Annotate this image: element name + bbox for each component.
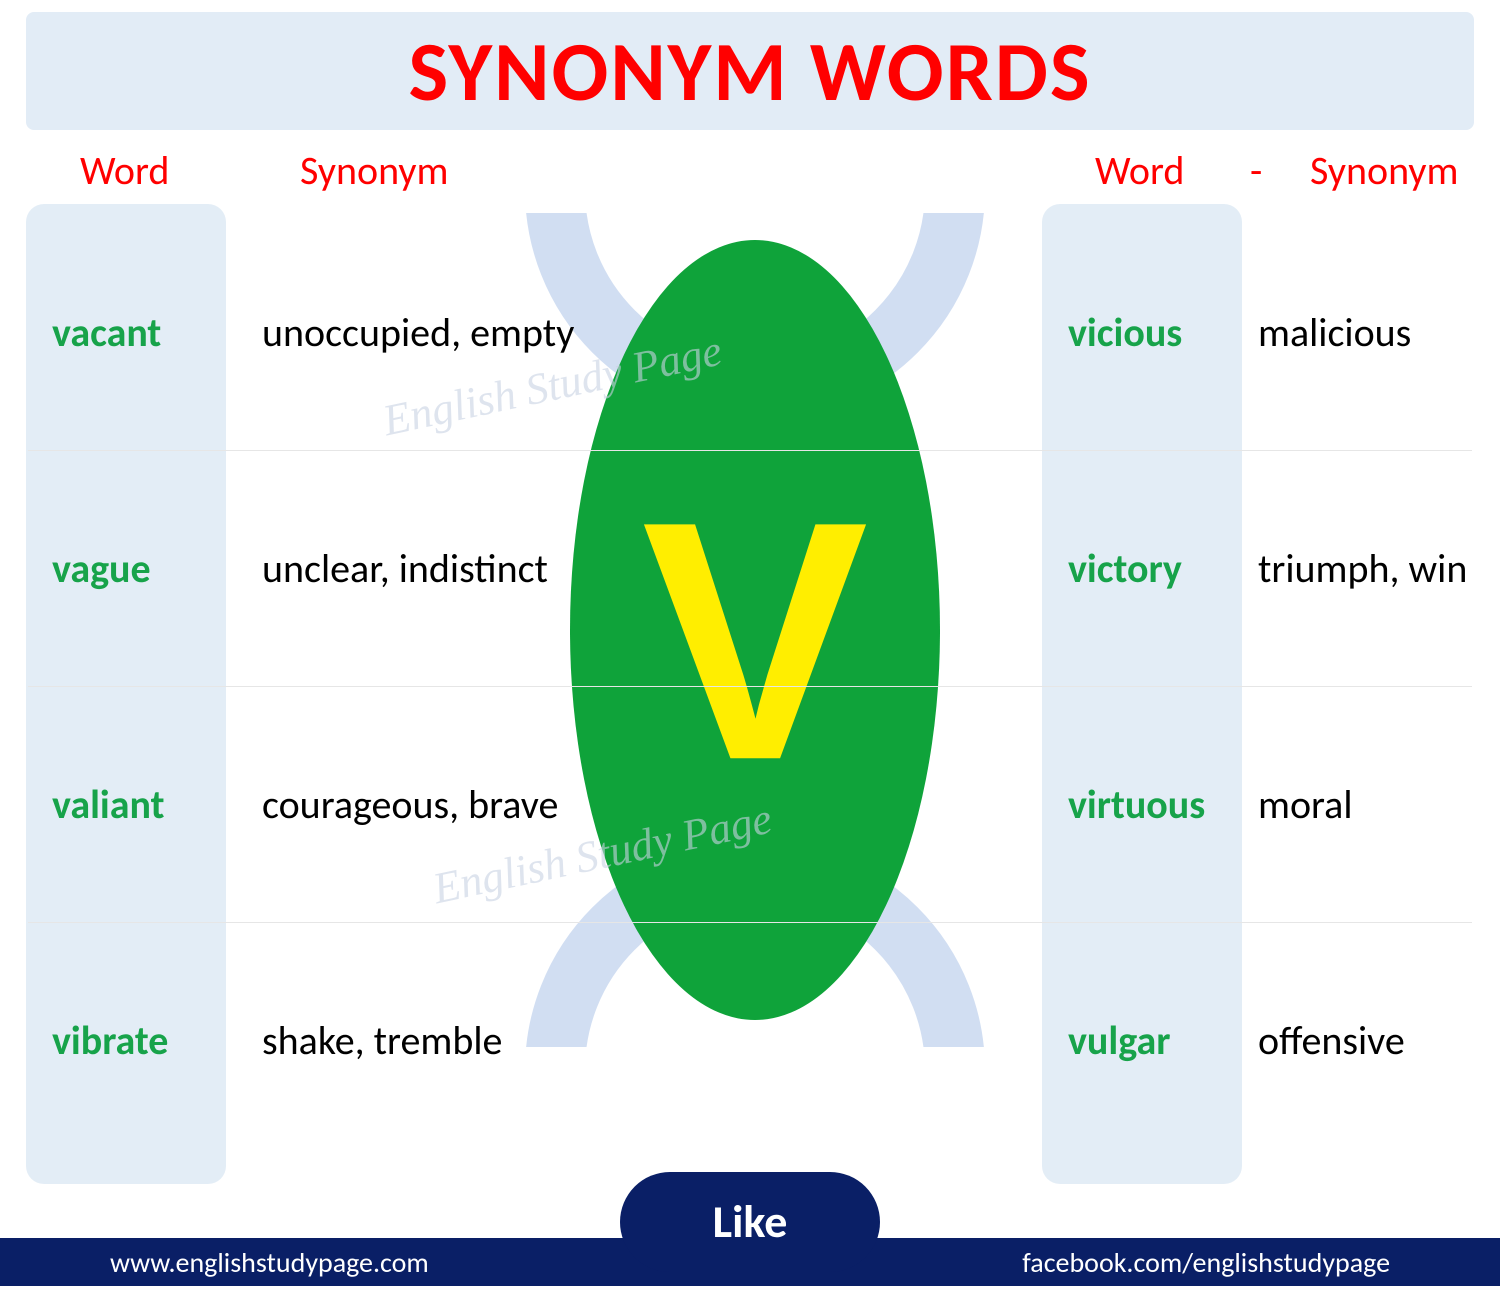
word-cell: vague [52, 544, 232, 593]
col-header-syn-right: Synonym [1310, 146, 1458, 195]
table-row: vague unclear, indistinct victory triump… [28, 450, 1472, 686]
word-cell: virtuous [1068, 780, 1248, 829]
word-cell: victory [1068, 544, 1248, 593]
footer-url-right[interactable]: facebook.com/englishstudypage [1022, 1245, 1390, 1280]
footer-url-left[interactable]: www.englishstudypage.com [110, 1245, 429, 1280]
like-button[interactable]: Like [620, 1172, 880, 1272]
synonym-cell: unclear, indistinct [262, 544, 802, 593]
table-row: vacant unoccupied, empty vicious malicio… [28, 214, 1472, 450]
title-bar: SYNONYM WORDS [26, 12, 1474, 130]
synonym-cell: malicious [1258, 308, 1500, 357]
synonym-cell: courageous, brave [262, 780, 802, 829]
synonym-cell: unoccupied, empty [262, 308, 802, 357]
page-title: SYNONYM WORDS [408, 20, 1091, 123]
word-cell: vibrate [52, 1016, 232, 1065]
col-header-word-left: Word [80, 146, 169, 195]
table-row: vibrate shake, tremble vulgar offensive [28, 922, 1472, 1158]
synonym-cell: moral [1258, 780, 1500, 829]
word-cell: valiant [52, 780, 232, 829]
col-header-word-right: Word [1095, 146, 1184, 195]
word-cell: vulgar [1068, 1016, 1248, 1065]
col-header-syn-left: Synonym [300, 146, 448, 195]
synonym-cell: shake, tremble [262, 1016, 802, 1065]
like-label: Like [713, 1194, 788, 1250]
word-cell: vicious [1068, 308, 1248, 357]
word-cell: vacant [52, 308, 232, 357]
col-header-dash: - [1250, 146, 1262, 195]
table-row: valiant courageous, brave virtuous moral [28, 686, 1472, 922]
synonym-cell: triumph, win [1258, 544, 1500, 593]
synonym-cell: offensive [1258, 1016, 1500, 1065]
